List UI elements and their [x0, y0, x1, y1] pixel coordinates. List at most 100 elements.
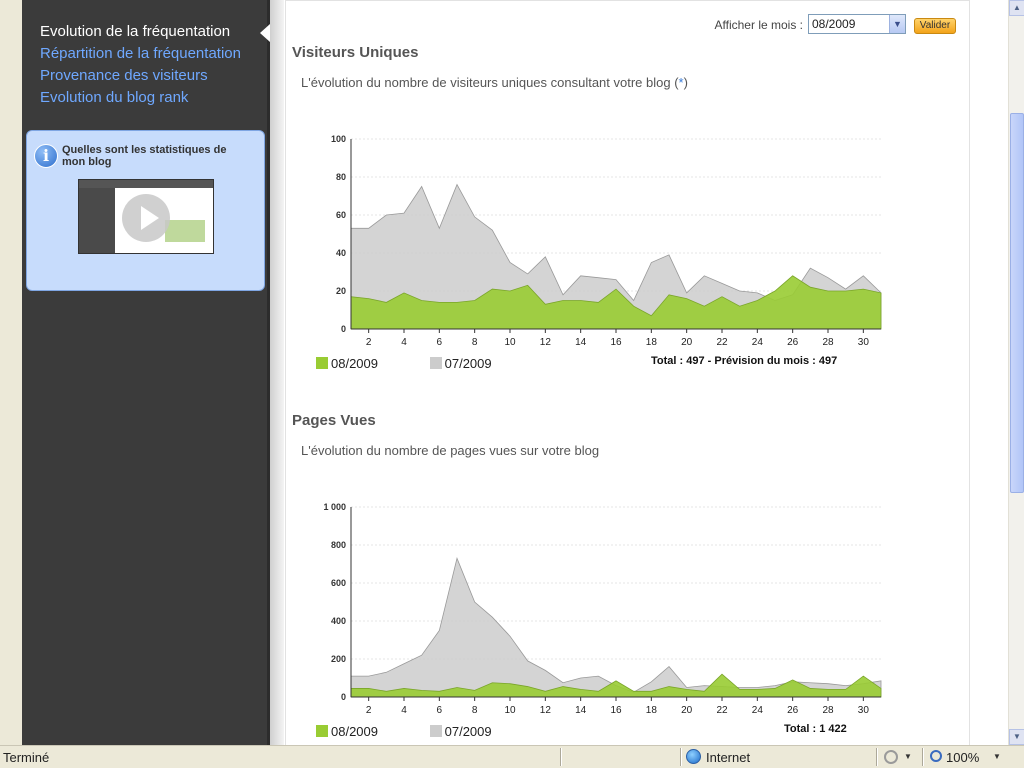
x-tick-label: 4 — [401, 705, 407, 716]
x-tick-label: 14 — [575, 337, 587, 348]
chevron-down-icon[interactable]: ▼ — [889, 15, 905, 33]
play-icon — [141, 206, 159, 230]
x-tick-label: 16 — [610, 337, 622, 348]
total-visitors: Total : 497 - Prévision du mois : 497 — [651, 355, 838, 367]
status-bar: Terminé Internet ▼ 100% ▼ — [0, 745, 1024, 768]
x-tick-label: 4 — [401, 337, 407, 348]
series-area-07-2009 — [350, 557, 882, 698]
x-tick-label: 22 — [716, 705, 728, 716]
x-tick-label: 6 — [437, 705, 443, 716]
month-select[interactable]: 08/2009 ▼ — [808, 14, 906, 34]
legend-label-previous: 07/2009 — [444, 724, 492, 739]
y-tick-label: 80 — [336, 172, 346, 182]
y-tick-label: 200 — [331, 654, 346, 664]
thumbnail-sidebar — [79, 188, 115, 253]
x-tick-label: 10 — [504, 705, 516, 716]
y-tick-label: 40 — [336, 248, 346, 258]
legend-label-previous: 07/2009 — [444, 356, 492, 371]
series-area-08-2009 — [350, 275, 882, 330]
nav-evolution-frequentation[interactable]: Evolution de la fréquentation — [40, 23, 231, 40]
legend-label-current: 08/2009 — [331, 356, 378, 371]
nav-provenance-visiteurs[interactable]: Provenance des visiteurs — [40, 67, 208, 84]
nav-evolution-blog-rank[interactable]: Evolution du blog rank — [40, 89, 189, 106]
help-title[interactable]: Quelles sont les statistiques de mon blo… — [62, 144, 227, 168]
y-tick-label: 800 — [331, 540, 346, 550]
tools-icon[interactable] — [884, 750, 898, 764]
nav-repartition-frequentation[interactable]: Répartition de la fréquentation — [40, 45, 241, 62]
x-tick-label: 26 — [787, 337, 799, 348]
browser-viewport: Evolution de la fréquentation Répartitio… — [0, 0, 1008, 745]
legend-swatch-current — [316, 357, 328, 369]
series-area-07-2009 — [350, 183, 882, 330]
legend-label-current: 08/2009 — [331, 724, 378, 739]
main-content: Afficher le mois : 08/2009 ▼ Valider Vis… — [285, 0, 970, 745]
x-tick-label: 8 — [472, 705, 478, 716]
thumbnail-toolbar — [79, 180, 213, 188]
active-nav-arrow-icon — [260, 24, 270, 42]
section-desc-pageviews: L'évolution du nombre de pages vues sur … — [301, 443, 600, 458]
help-box: i Quelles sont les statistiques de mon b… — [26, 130, 265, 291]
y-tick-label: 0 — [341, 324, 346, 334]
x-tick-label: 24 — [752, 705, 764, 716]
globe-icon — [686, 749, 701, 764]
thumbnail-chart — [165, 220, 205, 242]
vertical-scrollbar[interactable]: ▲ ▼ — [1008, 0, 1024, 745]
video-thumbnail[interactable] — [78, 179, 214, 254]
arrow-down-icon[interactable]: ▼ — [1009, 729, 1024, 745]
x-tick-label: 22 — [716, 337, 728, 348]
arrow-up-icon[interactable]: ▲ — [1009, 0, 1024, 16]
x-tick-label: 2 — [366, 337, 372, 348]
x-tick-label: 18 — [646, 705, 658, 716]
desc-text-end: ) — [683, 75, 688, 90]
y-tick-label: 400 — [331, 616, 346, 626]
series-area-08-2009 — [350, 673, 882, 698]
x-tick-label: 28 — [822, 705, 834, 716]
y-tick-label: 1 000 — [323, 502, 346, 512]
section-desc-visitors: L'évolution du nombre de visiteurs uniqu… — [301, 75, 688, 90]
section-title-visitors: Visiteurs Uniques — [292, 44, 419, 61]
x-tick-label: 12 — [540, 705, 552, 716]
status-text: Terminé — [3, 750, 50, 765]
month-select-value: 08/2009 — [812, 17, 856, 31]
x-tick-label: 20 — [681, 705, 693, 716]
legend-visitors: 08/2009 07/2009 — [316, 356, 492, 371]
footnote-link[interactable]: * — [678, 75, 684, 90]
scroll-thumb[interactable] — [1010, 113, 1024, 493]
status-separator — [922, 748, 924, 766]
x-tick-label: 30 — [858, 337, 870, 348]
x-tick-label: 28 — [822, 337, 834, 348]
x-tick-label: 10 — [504, 337, 516, 348]
y-tick-label: 600 — [331, 578, 346, 588]
y-tick-label: 60 — [336, 210, 346, 220]
x-tick-label: 24 — [752, 337, 764, 348]
zoom-level[interactable]: 100% — [946, 750, 980, 765]
left-gutter — [0, 0, 22, 745]
x-tick-label: 20 — [681, 337, 693, 348]
month-filter-label: Afficher le mois : — [714, 18, 803, 32]
x-tick-label: 30 — [858, 705, 870, 716]
desc-text: L'évolution du nombre de visiteurs uniqu… — [301, 75, 679, 90]
chevron-down-icon[interactable]: ▼ — [993, 752, 1001, 761]
x-tick-label: 16 — [610, 705, 622, 716]
y-tick-label: 0 — [341, 692, 346, 702]
y-tick-label: 100 — [331, 134, 346, 144]
zoom-icon[interactable] — [930, 750, 942, 762]
x-tick-label: 8 — [472, 337, 478, 348]
legend-pageviews: 08/2009 07/2009 — [316, 724, 492, 739]
x-tick-label: 12 — [540, 337, 552, 348]
validate-button[interactable]: Valider — [914, 18, 956, 34]
x-tick-label: 6 — [437, 337, 443, 348]
status-separator — [680, 748, 682, 766]
info-icon: i — [34, 144, 58, 168]
total-pageviews: Total : 1 422 — [784, 723, 847, 735]
legend-swatch-current — [316, 725, 328, 737]
x-tick-label: 2 — [366, 705, 372, 716]
chevron-down-icon[interactable]: ▼ — [904, 752, 912, 761]
y-tick-label: 20 — [336, 286, 346, 296]
security-zone: Internet — [706, 750, 751, 765]
legend-swatch-previous — [429, 725, 442, 737]
legend-swatch-previous — [429, 357, 442, 369]
status-separator — [876, 748, 878, 766]
